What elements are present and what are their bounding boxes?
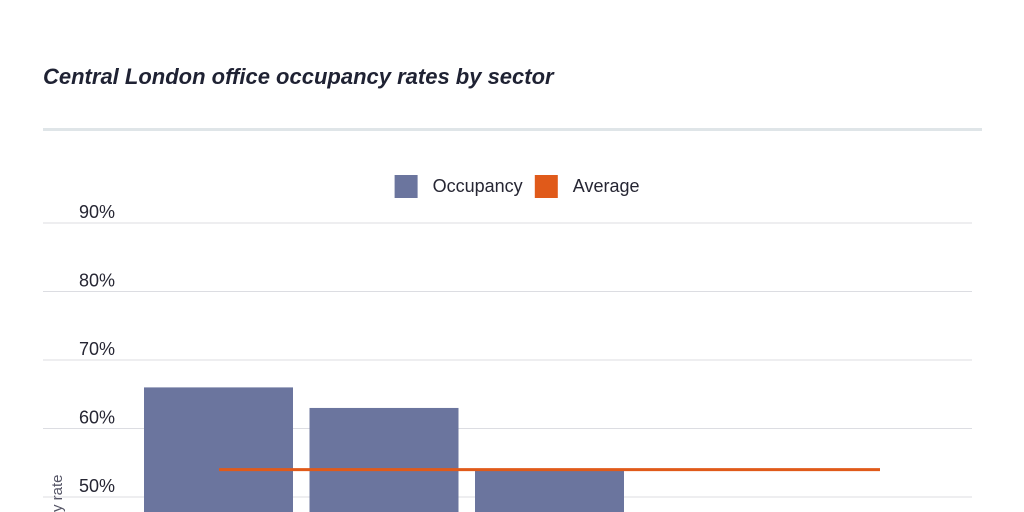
bar: [309, 407, 459, 512]
y-tick-label: 50%: [79, 476, 115, 496]
legend-label: Occupancy: [433, 176, 523, 196]
y-tick-label: 90%: [79, 202, 115, 222]
chart-title: Central London office occupancy rates by…: [43, 64, 554, 89]
legend-label: Average: [573, 176, 640, 196]
axis-layer: 50% 60% 70% 80% 90% y rate: [49, 202, 115, 512]
bar: [144, 387, 293, 512]
y-tick-label: 70%: [79, 339, 115, 359]
y-axis-label: y rate: [49, 474, 66, 512]
bar: [475, 469, 624, 512]
bars-layer: [144, 387, 624, 512]
y-tick-label: 80%: [79, 271, 115, 291]
legend-swatch: [394, 175, 418, 198]
title-divider: [43, 128, 982, 131]
legend: Occupancy Average: [394, 175, 640, 198]
y-tick-label: 60%: [79, 408, 115, 428]
legend-swatch: [534, 175, 558, 198]
